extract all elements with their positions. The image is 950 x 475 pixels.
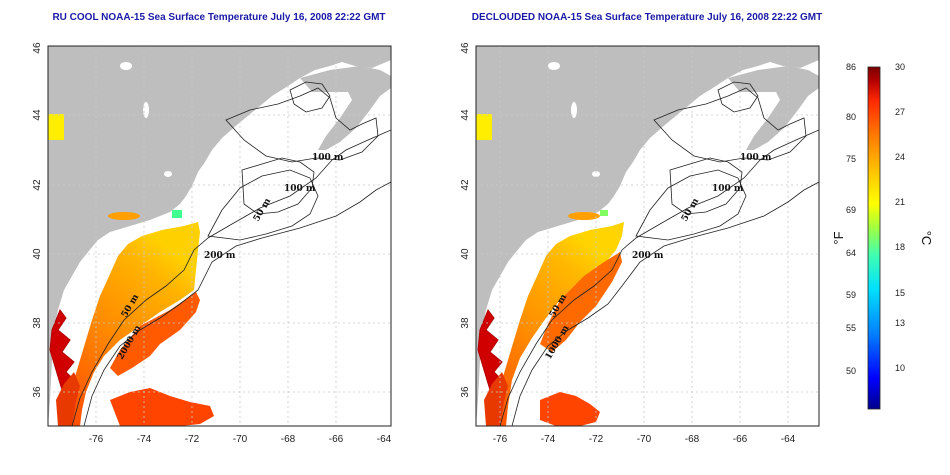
left-lat-tick: 46 bbox=[32, 42, 43, 54]
colorbar-fahrenheit-ticks: 86 80 75 69 64 59 55 50 bbox=[846, 62, 856, 376]
left-map-body: 100 m 100 m 50 m 200 m 50 m 2000 m bbox=[48, 46, 391, 426]
left-lon-ticks: -76 -74 -72 -70 -68 -66 -64 bbox=[89, 434, 392, 445]
right-lon-tick: -76 bbox=[493, 434, 508, 445]
colorbar-celsius-ticks: 30 27 24 21 18 15 13 10 bbox=[895, 62, 905, 373]
right-lat-tick: 42 bbox=[460, 179, 471, 191]
left-bathymetry-contours bbox=[71, 81, 391, 426]
left-lon-tick: -72 bbox=[185, 434, 200, 445]
celsius-tick: 18 bbox=[895, 242, 905, 252]
right-contour-label: 100 m bbox=[740, 153, 772, 163]
left-lake bbox=[143, 102, 149, 118]
fahrenheit-tick: 86 bbox=[846, 62, 856, 72]
right-lat-tick: 36 bbox=[460, 386, 471, 398]
fahrenheit-tick: 59 bbox=[846, 290, 856, 300]
left-sst-shelf bbox=[68, 222, 200, 426]
left-lat-tick: 42 bbox=[32, 179, 43, 191]
left-bay-of-fundy-sst bbox=[48, 114, 64, 140]
right-nova-scotia bbox=[728, 66, 819, 150]
right-sst-south-patch bbox=[540, 392, 600, 426]
right-cool-patch bbox=[600, 210, 608, 216]
celsius-tick: 13 bbox=[895, 318, 905, 328]
left-lon-tick: -66 bbox=[329, 434, 344, 445]
right-lon-tick: -66 bbox=[733, 434, 748, 445]
left-lat-tick: 40 bbox=[32, 248, 43, 260]
right-contour-label: 200 m bbox=[632, 251, 664, 261]
right-sst-coastal bbox=[484, 372, 508, 426]
fahrenheit-unit-label: °F bbox=[831, 231, 846, 244]
celsius-tick: 27 bbox=[895, 107, 905, 117]
right-map-panel: DECLOUDED NOAA-15 Sea Surface Temperatur… bbox=[460, 12, 822, 445]
celsius-tick: 21 bbox=[895, 197, 905, 207]
celsius-tick: 30 bbox=[895, 62, 905, 72]
right-lat-tick: 38 bbox=[460, 317, 471, 329]
right-graticule bbox=[476, 46, 819, 426]
fahrenheit-tick: 75 bbox=[846, 154, 856, 164]
fahrenheit-tick: 50 bbox=[846, 366, 856, 376]
right-bay-of-fundy-sst bbox=[476, 114, 492, 140]
celsius-tick: 10 bbox=[895, 363, 905, 373]
left-lon-tick: -64 bbox=[377, 434, 392, 445]
right-land-mass bbox=[476, 46, 819, 426]
right-map-frame bbox=[475, 45, 820, 427]
left-lat-tick: 36 bbox=[32, 386, 43, 398]
left-panel-title: RU COOL NOAA-15 Sea Surface Temperature … bbox=[52, 12, 385, 23]
right-panel-title: DECLOUDED NOAA-15 Sea Surface Temperatur… bbox=[472, 12, 823, 23]
left-lat-tick: 38 bbox=[32, 317, 43, 329]
temperature-colorbar: 86 80 75 69 64 59 55 50 30 27 24 21 18 1… bbox=[831, 62, 934, 410]
right-lake bbox=[548, 62, 560, 70]
left-lat-tick: 44 bbox=[32, 109, 43, 121]
right-lake bbox=[571, 102, 577, 118]
right-lat-tick: 46 bbox=[460, 42, 471, 54]
left-lat-ticks: 36 38 40 42 44 46 bbox=[32, 42, 43, 398]
left-contour-label: 100 m bbox=[284, 184, 316, 194]
right-lon-tick: -74 bbox=[541, 434, 556, 445]
left-contour-label: 100 m bbox=[312, 153, 344, 163]
celsius-unit-label: °C bbox=[919, 231, 934, 246]
left-nova-scotia bbox=[300, 66, 391, 150]
celsius-tick: 24 bbox=[895, 152, 905, 162]
left-lon-tick: -74 bbox=[137, 434, 152, 445]
right-lat-tick: 40 bbox=[460, 248, 471, 260]
right-bathymetry-contours bbox=[499, 81, 819, 426]
left-map-panel: RU COOL NOAA-15 Sea Surface Temperature … bbox=[32, 12, 392, 445]
right-contour-label: 100 m bbox=[712, 184, 744, 194]
left-lake bbox=[120, 62, 132, 70]
left-cool-patch bbox=[172, 210, 182, 218]
right-sst-shelf bbox=[496, 222, 624, 426]
left-lon-tick: -76 bbox=[89, 434, 104, 445]
right-lon-ticks: -76 -74 -72 -70 -68 -66 -64 bbox=[493, 434, 796, 445]
right-lat-tick: 44 bbox=[460, 109, 471, 121]
right-sst-offshore bbox=[540, 252, 622, 352]
right-long-island-sst bbox=[568, 212, 600, 220]
left-lon-tick: -70 bbox=[233, 434, 248, 445]
left-lon-tick: -68 bbox=[281, 434, 296, 445]
left-land-mass bbox=[48, 46, 391, 426]
colorbar-gradient bbox=[867, 66, 881, 410]
fahrenheit-tick: 64 bbox=[846, 248, 856, 258]
fahrenheit-tick: 80 bbox=[846, 112, 856, 122]
fahrenheit-tick: 55 bbox=[846, 323, 856, 333]
left-lake bbox=[164, 171, 172, 177]
right-lake bbox=[592, 171, 600, 177]
left-sst-coastal bbox=[56, 372, 80, 426]
celsius-tick: 15 bbox=[895, 288, 905, 298]
right-lon-tick: -64 bbox=[781, 434, 796, 445]
right-lon-tick: -72 bbox=[589, 434, 604, 445]
left-sst-offshore bbox=[110, 292, 200, 376]
right-lon-tick: -70 bbox=[637, 434, 652, 445]
fahrenheit-tick: 69 bbox=[846, 205, 856, 215]
left-sst-south-patch bbox=[110, 388, 214, 426]
left-map-frame bbox=[47, 45, 392, 427]
right-lat-ticks: 36 38 40 42 44 46 bbox=[460, 42, 471, 398]
left-graticule bbox=[48, 46, 391, 426]
left-long-island-sst bbox=[108, 212, 140, 220]
right-map-body: 100 m 100 m 50 m 200 m 50 m 1000 m bbox=[476, 46, 819, 426]
left-contour-label: 200 m bbox=[204, 251, 236, 261]
right-lon-tick: -68 bbox=[685, 434, 700, 445]
